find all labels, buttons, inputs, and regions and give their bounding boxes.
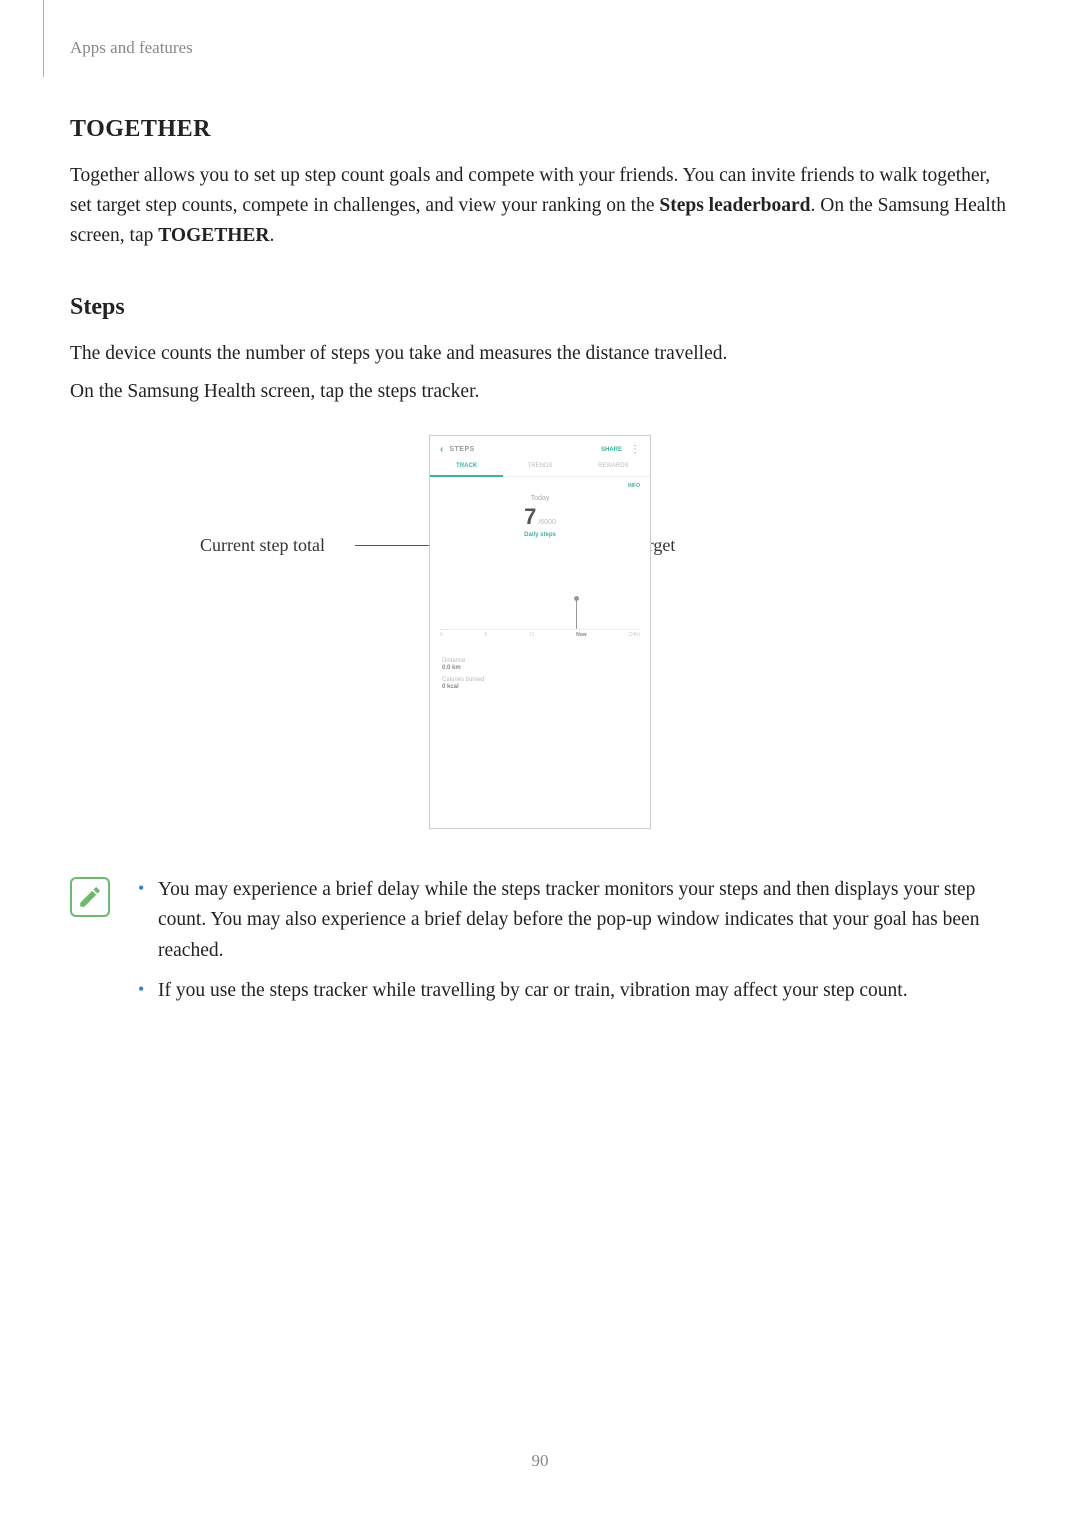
phone-step-display: 7/6000 xyxy=(430,504,650,530)
phone-info-button[interactable]: INFO xyxy=(430,477,650,489)
phone-header-right: SHARE ⋮ xyxy=(601,447,640,453)
together-paragraph: Together allows you to set up step count… xyxy=(70,161,1010,252)
stat-calories-value: 0 kcal xyxy=(442,684,638,690)
phone-header-left: ‹ STEPS xyxy=(440,444,475,455)
note-item-2: If you use the steps tracker while trave… xyxy=(138,976,1010,1006)
phone-header: ‹ STEPS SHARE ⋮ xyxy=(430,436,650,459)
phone-today-label: Today xyxy=(430,495,650,502)
back-icon[interactable]: ‹ xyxy=(440,444,443,455)
stat-distance-label: Distance xyxy=(442,658,638,664)
steps-heading: Steps xyxy=(70,294,1010,321)
phone-screenshot: ‹ STEPS SHARE ⋮ TRACK TRENDS REWARDS INF… xyxy=(429,435,651,829)
page-number: 90 xyxy=(0,1451,1080,1471)
note-icon xyxy=(70,877,110,917)
steps-para1: The device counts the number of steps yo… xyxy=(70,339,1010,369)
more-icon[interactable]: ⋮ xyxy=(630,447,640,453)
phone-chart-labels: 0 6 12 Now (24h) xyxy=(430,630,650,638)
note-list: You may experience a brief delay while t… xyxy=(138,875,1010,1016)
chart-label-now: Now xyxy=(576,632,587,638)
breadcrumb: Apps and features xyxy=(70,38,1010,58)
page-content: Apps and features TOGETHER Together allo… xyxy=(0,0,1080,1016)
chart-label-2: 12 xyxy=(529,632,535,638)
note-block: You may experience a brief delay while t… xyxy=(70,875,1010,1016)
chart-label-4: (24h) xyxy=(628,632,640,638)
together-text-post: . xyxy=(270,225,275,246)
phone-step-count: 7 xyxy=(524,504,536,529)
tab-track[interactable]: TRACK xyxy=(430,463,503,477)
stat-calories-label: Calories burned xyxy=(442,677,638,683)
phone-chart-marker xyxy=(576,599,577,629)
phone-step-target: /6000 xyxy=(538,519,556,526)
tab-trends[interactable]: TRENDS xyxy=(503,463,576,477)
note-item-1: You may experience a brief delay while t… xyxy=(138,875,1010,966)
steps-para2: On the Samsung Health screen, tap the st… xyxy=(70,377,1010,407)
phone-tabs: TRACK TRENDS REWARDS xyxy=(430,459,650,477)
tab-rewards[interactable]: REWARDS xyxy=(577,463,650,477)
together-tap-bold: TOGETHER xyxy=(158,225,269,246)
share-button[interactable]: SHARE xyxy=(601,447,622,453)
pencil-icon xyxy=(77,884,103,910)
stat-distance-value: 0.0 km xyxy=(442,665,638,671)
chart-label-0: 0 xyxy=(440,632,443,638)
callout-current-step-total: Current step total xyxy=(200,535,325,556)
phone-daily-steps-label: Daily steps xyxy=(430,532,650,538)
chart-label-1: 6 xyxy=(484,632,487,638)
together-heading: TOGETHER xyxy=(70,116,1010,143)
phone-stats: Distance 0.0 km Calories burned 0 kcal xyxy=(430,638,650,704)
steps-figure: Current step total Target ‹ STEPS SHARE … xyxy=(70,435,1010,845)
phone-title: STEPS xyxy=(449,446,474,453)
phone-chart xyxy=(440,552,640,630)
page-crop-mark xyxy=(43,0,44,77)
steps-leaderboard-bold: Steps leaderboard xyxy=(659,195,810,216)
